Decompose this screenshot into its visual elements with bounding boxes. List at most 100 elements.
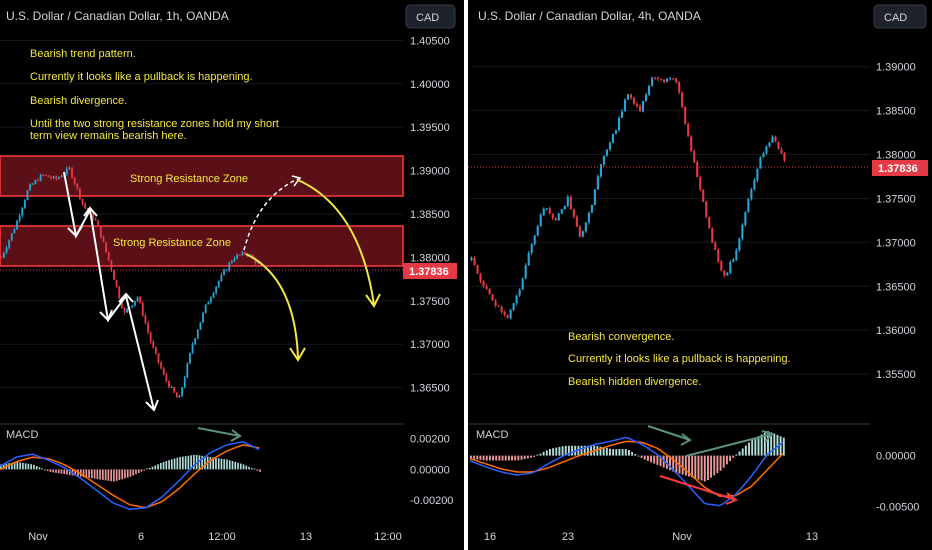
right-panel[interactable]: U.S. Dollar / Canadian Dollar, 4h, OANDA… <box>468 4 928 543</box>
candle-body <box>626 94 630 100</box>
candle-body <box>60 176 63 178</box>
macd-histogram-bar <box>722 455 725 468</box>
right-price-axis: 1.39000 1.38500 1.38000 1.37500 1.37000 1.365… <box>876 62 919 514</box>
macd-histogram-bar <box>253 468 256 470</box>
dashed-path-arrow <box>243 177 301 251</box>
candle-body <box>204 304 207 313</box>
price-tick-label: 1.36500 <box>876 281 916 293</box>
macd-histogram-bar <box>121 469 124 480</box>
zigzag-arrow-head-icon <box>118 292 134 303</box>
right-macd <box>469 431 785 507</box>
candle-body <box>729 262 732 273</box>
candle-body <box>191 344 194 353</box>
price-tick-label: 1.40000 <box>410 79 450 91</box>
macd-histogram-bar <box>13 462 16 470</box>
macd-histogram-bar <box>115 469 118 481</box>
macd-histogram-bar <box>60 469 63 474</box>
left-panel[interactable]: U.S. Dollar / Canadian Dollar, 1h, OANDA… <box>0 4 457 543</box>
candle-body <box>651 77 654 86</box>
price-tick-label: 1.39500 <box>410 122 450 134</box>
yellow-arrow-head-icon <box>289 347 306 362</box>
price-tick-label: 1.38500 <box>876 106 916 118</box>
candle-body <box>708 216 711 229</box>
macd-histogram-bar <box>590 445 592 456</box>
candle-body <box>530 244 533 253</box>
candle-body <box>690 136 693 151</box>
right-title: U.S. Dollar / Canadian Dollar, 4h, OANDA <box>478 9 701 23</box>
right-currency-label: CAD <box>884 12 907 24</box>
macd-histogram-bar <box>542 451 545 456</box>
macd-histogram-bar <box>488 455 491 461</box>
candle-body <box>139 297 142 303</box>
macd-histogram-bar <box>242 464 245 470</box>
macd-histogram-bar <box>187 455 190 470</box>
candle-body <box>539 214 542 227</box>
candle-body <box>39 174 42 181</box>
macd-histogram-bar <box>763 432 766 456</box>
macd-histogram-bar <box>82 469 85 478</box>
candle-body <box>699 177 702 190</box>
macd-histogram-bar <box>46 469 49 472</box>
yellow-arrow-head-icon <box>365 293 381 308</box>
zigzag-arrow-head-icon <box>67 225 83 238</box>
right-time-axis: 16 23 Nov 13 <box>484 531 818 543</box>
candle-body <box>78 188 81 199</box>
macd-histogram-bar <box>79 469 82 477</box>
right-currency-button[interactable]: CAD <box>873 4 927 29</box>
macd-histogram-bar <box>713 455 716 476</box>
candle-body <box>18 215 21 221</box>
macd-histogram-bar <box>184 456 187 470</box>
price-tick-label: 1.37500 <box>876 193 916 205</box>
candle-body <box>638 105 642 112</box>
macd-histogram-bar <box>580 445 583 456</box>
candle-body <box>110 260 113 271</box>
candle-body <box>157 353 160 363</box>
candle-body <box>65 168 68 174</box>
candle-body <box>134 301 136 306</box>
macd-histogram-bar <box>741 448 744 456</box>
candle-body <box>569 196 572 210</box>
candle-body <box>97 220 100 226</box>
macd-histogram-bar <box>564 445 567 456</box>
candle-body <box>551 213 554 219</box>
macd-histogram-bar <box>558 446 561 456</box>
macd-histogram-bar <box>482 455 485 461</box>
macd-histogram-bar <box>110 469 112 482</box>
candle-body <box>641 100 645 112</box>
candle-body <box>113 270 115 280</box>
macd-convergence-line <box>647 425 691 441</box>
yellow-arrow-lower <box>245 253 299 359</box>
candle-body <box>506 314 509 319</box>
candle-body <box>500 306 503 312</box>
macd-histogram-bar <box>640 455 643 458</box>
left-currency-button[interactable]: CAD <box>405 4 456 29</box>
macd-histogram-bar <box>173 458 176 470</box>
macd-histogram-bar <box>549 448 551 456</box>
macd-histogram-bar <box>653 455 656 464</box>
candle-body <box>611 134 615 143</box>
macd-histogram-bar <box>239 463 242 470</box>
macd-histogram-bar <box>256 469 259 471</box>
candle-body <box>230 260 233 263</box>
candle-body <box>678 82 681 93</box>
macd-histogram-bar <box>751 439 754 456</box>
macd-histogram-bar <box>11 462 13 470</box>
macd-histogram-bar <box>476 455 479 460</box>
candle-body <box>144 315 147 323</box>
macd-histogram-bar <box>99 469 101 480</box>
candle-body <box>473 257 476 266</box>
candle-body <box>217 280 220 287</box>
candle-body <box>92 212 94 220</box>
candle-body <box>196 329 199 339</box>
candle-body <box>590 204 593 213</box>
candle-body <box>136 297 139 302</box>
macd-histogram-bar <box>41 468 44 470</box>
candle-body <box>476 265 479 274</box>
macd-histogram-bar <box>599 446 602 456</box>
candle-body <box>771 136 774 143</box>
macd-histogram-bar <box>716 455 719 474</box>
macd-histogram-bar <box>137 469 140 474</box>
candle-body <box>512 303 515 311</box>
candle-body <box>21 207 24 216</box>
candle-body <box>753 180 756 190</box>
